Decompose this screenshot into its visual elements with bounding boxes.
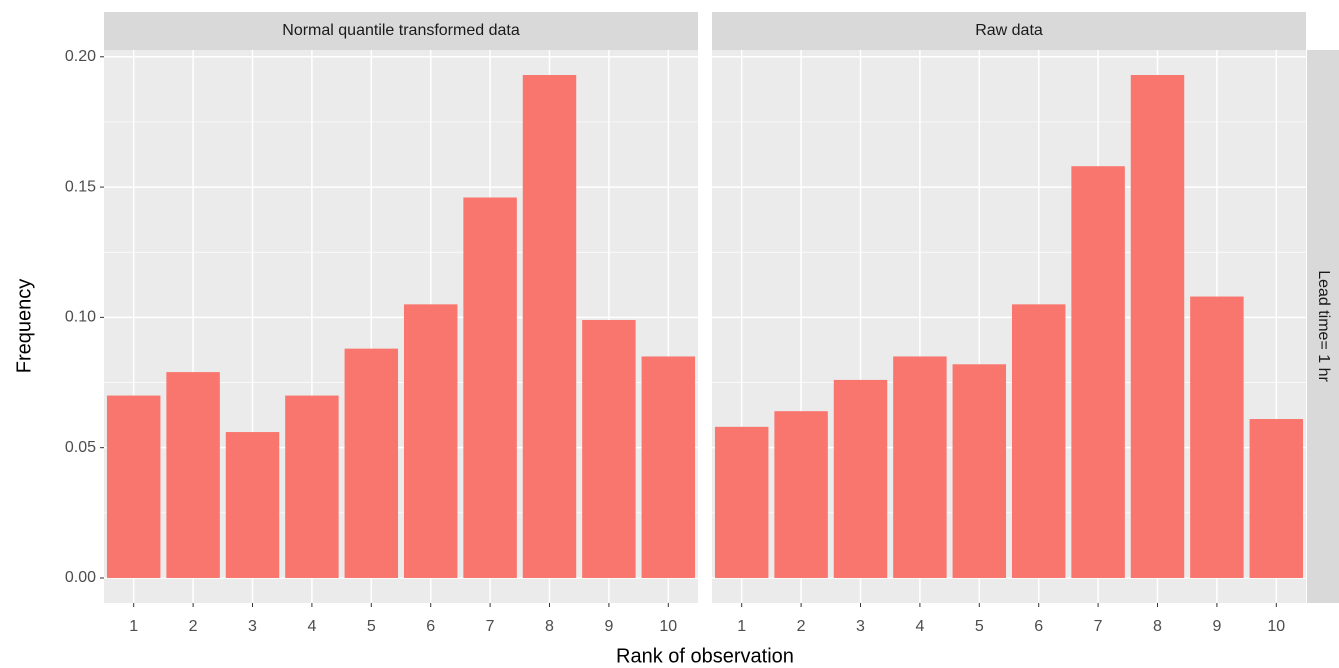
bar — [1249, 419, 1304, 578]
bar — [1130, 75, 1185, 578]
x-axis-title: Rank of observation — [616, 645, 794, 667]
bar — [714, 426, 769, 578]
facet-title: Raw data — [975, 22, 1043, 39]
bar — [833, 379, 888, 578]
bar — [1071, 166, 1125, 578]
bar — [893, 356, 947, 578]
x-tick-label: 10 — [659, 618, 677, 635]
bar — [522, 75, 577, 578]
bar — [344, 348, 399, 578]
x-tick-label: 5 — [975, 618, 984, 635]
y-axis-title: Frequency — [13, 279, 35, 374]
bar — [166, 372, 220, 578]
x-tick-label: 8 — [545, 618, 554, 635]
bar — [403, 304, 458, 578]
y-tick-label: 0.00 — [65, 569, 96, 586]
x-tick-label: 9 — [604, 618, 613, 635]
x-tick-label: 8 — [1153, 618, 1162, 635]
bar — [1190, 296, 1244, 578]
bar — [774, 411, 828, 578]
y-tick-label: 0.05 — [65, 439, 96, 456]
bar — [582, 319, 636, 578]
x-tick-label: 1 — [129, 618, 138, 635]
x-tick-label: 3 — [248, 618, 257, 635]
bar — [225, 432, 280, 578]
x-tick-label: 6 — [426, 618, 435, 635]
x-tick-label: 7 — [486, 618, 495, 635]
bar — [641, 356, 696, 578]
bar — [1011, 304, 1066, 578]
x-tick-label: 4 — [307, 618, 316, 635]
x-tick-label: 9 — [1212, 618, 1221, 635]
strip — [712, 12, 1306, 50]
y-tick-label: 0.15 — [65, 178, 96, 195]
x-tick-label: 4 — [915, 618, 924, 635]
x-tick-label: 2 — [797, 618, 806, 635]
y-tick-label: 0.20 — [65, 48, 96, 65]
row-strip — [1307, 50, 1339, 603]
row-strip-label: Lead time= 1 hr — [1315, 270, 1332, 382]
x-tick-label: 1 — [737, 618, 746, 635]
facet-title: Normal quantile transformed data — [282, 22, 520, 39]
x-tick-label: 2 — [189, 618, 198, 635]
strip — [104, 12, 698, 50]
bar — [463, 197, 517, 578]
x-tick-label: 10 — [1267, 618, 1285, 635]
x-tick-label: 3 — [856, 618, 865, 635]
bar — [952, 364, 1007, 578]
bar — [285, 395, 339, 578]
x-tick-label: 7 — [1094, 618, 1103, 635]
bar — [106, 395, 161, 578]
y-tick-label: 0.10 — [65, 309, 96, 326]
x-tick-label: 6 — [1034, 618, 1043, 635]
x-tick-label: 5 — [367, 618, 376, 635]
